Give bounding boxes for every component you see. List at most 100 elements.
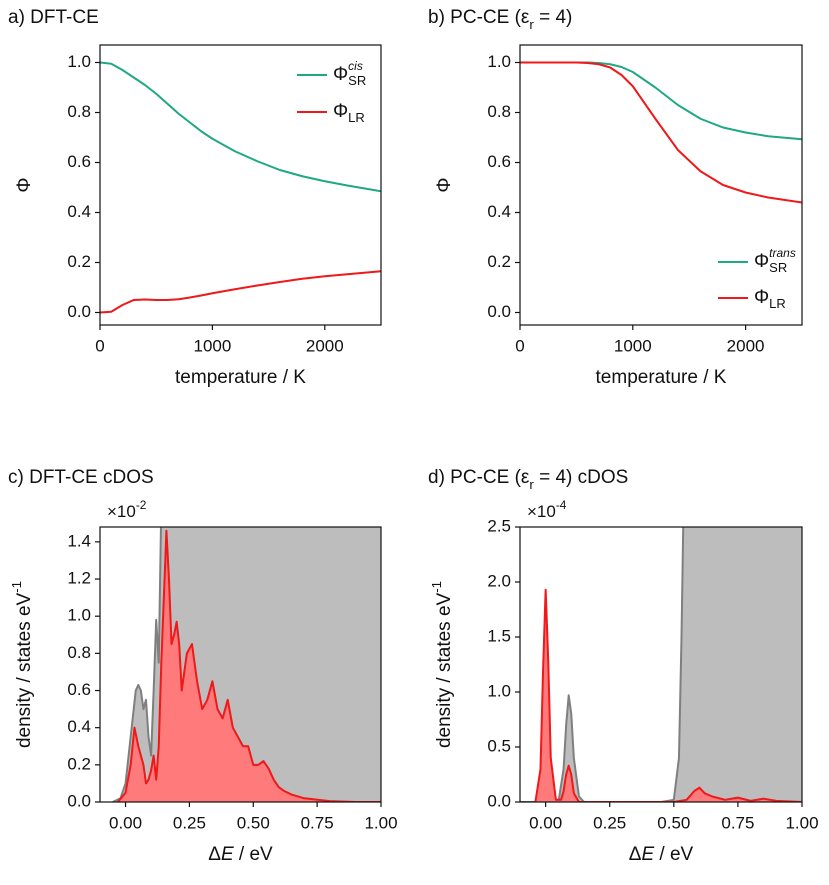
text-part: d) PC-CE (ε [428, 467, 530, 488]
x-tick-label: 0.75 [301, 813, 334, 832]
text-part: / eV [654, 844, 693, 865]
series-line [100, 61, 381, 193]
y-axis-label: density / states eV-1​ [429, 581, 455, 748]
x-tick-label: 2000 [306, 336, 344, 355]
legend-sup: trans [769, 246, 796, 260]
plot-area [100, 61, 381, 314]
y-axis-label: density / states eV-1​ [9, 581, 35, 748]
y-tick-label: 1.0 [67, 606, 91, 625]
axes-frame [519, 44, 803, 326]
area-fill [520, 527, 802, 802]
legend-sub: LR [769, 296, 786, 311]
panel: c) DFT-CE cDOS 0.00 0.25 0.50 0.75 1.00 0.0 0.2… [8, 467, 398, 865]
y-tick-label: 0.0 [487, 302, 511, 321]
legend-name: Φ [333, 64, 348, 85]
panel: b) PC-CE (εr​ = 4) 0 1000 2000 0.0 0.2 0.4 0.6 0… [428, 7, 803, 388]
text-part: -2 [136, 498, 147, 512]
text-part: E [641, 844, 654, 865]
text-part: density / states eV [434, 592, 455, 748]
legend-sub: SR [348, 73, 366, 88]
plot-area [520, 527, 802, 802]
text-part: Φ [434, 177, 455, 192]
text-part: = 4) cDOS [534, 467, 629, 488]
y-tick-label: 0.4 [487, 202, 511, 221]
text-part: ×10 [107, 502, 136, 521]
y-tick-label: 0.6 [487, 152, 511, 171]
y-tick-label: 1.2 [67, 569, 91, 588]
legend-sub: SR [769, 260, 787, 275]
legend-label: ΦLR [754, 287, 786, 311]
text-part: Φ [14, 177, 35, 192]
y-tick-label: 2.0 [487, 571, 511, 590]
y-tick-label: 0.5 [487, 736, 511, 755]
x-tick-label: 0 [95, 336, 104, 355]
y-tick-label: 0.6 [67, 152, 91, 171]
y-tick-label: 2.5 [487, 516, 511, 535]
text-part: -1 [9, 581, 24, 593]
text-part: -4 [556, 498, 567, 512]
legend-label: ΦSRcis [333, 59, 366, 88]
plot-area [112, 527, 381, 802]
legend-sup: cis [348, 59, 363, 73]
y-tick-label: 0.0 [67, 302, 91, 321]
y-tick-label: 1.5 [487, 626, 511, 645]
legend-name: Φ [333, 101, 348, 122]
panel: a) DFT-CE 0 1000 2000 0.0 0.2 0.4 0.6 0.8 1.0 temp… [8, 7, 382, 388]
series-line [520, 527, 685, 802]
series-line [520, 61, 802, 204]
axes-frame [519, 526, 803, 803]
x-axis-label: temperature / K [596, 367, 727, 388]
text-part: temperature / K [175, 367, 306, 388]
x-tick-label: 0.50 [657, 813, 690, 832]
x-tick-label: 0.50 [237, 813, 270, 832]
axis-multiplier: ×10-2​ [107, 498, 147, 521]
x-tick-label: 0.00 [109, 813, 142, 832]
series-line [534, 588, 802, 802]
y-tick-label: 0.2 [67, 754, 91, 773]
x-axis-label: ΔE / eV [208, 844, 273, 865]
legend-label: ΦSRtrans [754, 246, 796, 275]
axis-multiplier: ×10-4​ [527, 498, 567, 521]
text-part: r [529, 17, 534, 32]
y-tick-label: 0.0 [487, 791, 511, 810]
y-tick-label: 1.4 [67, 531, 91, 550]
x-tick-label: 0 [515, 336, 524, 355]
y-tick-label: 0.2 [67, 252, 91, 271]
y-tick-label: 0.2 [487, 252, 511, 271]
text-part: E [221, 844, 234, 865]
panel-title: a) DFT-CE [8, 7, 99, 28]
panel-title: b) PC-CE (εr​ = 4) [428, 7, 572, 32]
text-part: / eV [234, 844, 273, 865]
y-tick-label: 1.0 [67, 52, 91, 71]
y-tick-label: 0.8 [487, 102, 511, 121]
text-part: ×10 [527, 502, 556, 521]
plot-area [520, 61, 802, 204]
area-fill [117, 530, 381, 802]
text-part: Δ [208, 844, 221, 865]
text-part: Δ [629, 844, 642, 865]
panel: d) PC-CE (εr​ = 4) cDOS 0.00 0.25 0.50 0.75 1… [428, 467, 819, 865]
series-line [100, 270, 381, 314]
x-axis-label: ΔE / eV [629, 844, 694, 865]
panel-title: d) PC-CE (εr​ = 4) cDOS [428, 467, 628, 492]
x-tick-label: 0.75 [721, 813, 754, 832]
text-part: a) DFT-CE [8, 7, 99, 28]
legend-label: ΦLR [333, 101, 365, 125]
x-tick-label: 0.25 [173, 813, 206, 832]
legend-name: Φ [754, 287, 769, 308]
text-part: temperature / K [596, 367, 727, 388]
x-tick-label: 1.00 [364, 813, 397, 832]
y-tick-label: 0.4 [67, 717, 91, 736]
x-tick-label: 2000 [727, 336, 765, 355]
axes-frame [99, 44, 382, 326]
y-tick-label: 0.8 [67, 102, 91, 121]
y-tick-label: 1.0 [487, 681, 511, 700]
x-tick-label: 0.25 [593, 813, 626, 832]
y-tick-label: 0.4 [67, 202, 91, 221]
x-tick-label: 1000 [193, 336, 231, 355]
text-part: density / states eV [14, 592, 35, 748]
text-part: = 4) [534, 7, 573, 28]
text-part: -1 [429, 581, 444, 593]
y-tick-label: 0.0 [67, 791, 91, 810]
x-tick-label: 0.00 [529, 813, 562, 832]
